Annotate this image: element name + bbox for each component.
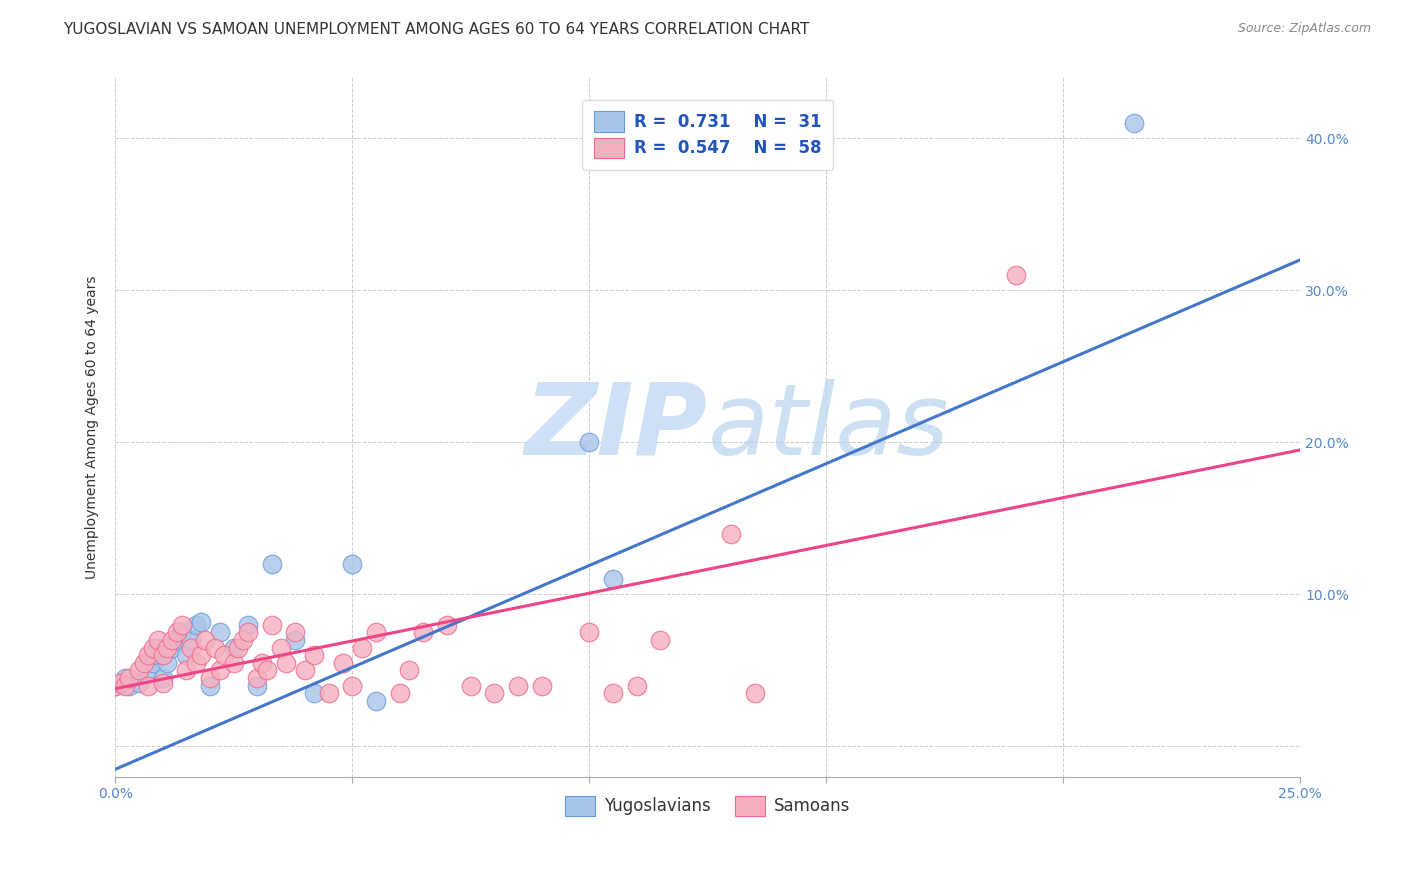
Point bbox=[176, 664, 198, 678]
Point bbox=[650, 633, 672, 648]
Point bbox=[460, 679, 482, 693]
Point bbox=[176, 648, 198, 663]
Point bbox=[232, 633, 254, 648]
Point bbox=[132, 656, 155, 670]
Point bbox=[128, 664, 150, 678]
Point bbox=[108, 675, 131, 690]
Point bbox=[260, 617, 283, 632]
Point bbox=[246, 679, 269, 693]
Point bbox=[152, 648, 174, 663]
Point bbox=[1123, 116, 1146, 130]
Point bbox=[284, 633, 307, 648]
Point bbox=[484, 686, 506, 700]
Point bbox=[222, 656, 245, 670]
Point bbox=[506, 679, 529, 693]
Point bbox=[204, 640, 226, 655]
Point bbox=[236, 625, 259, 640]
Point bbox=[250, 656, 273, 670]
Point bbox=[304, 686, 326, 700]
Point bbox=[160, 640, 183, 655]
Point bbox=[184, 656, 207, 670]
Legend: Yugoslavians, Samoans: Yugoslavians, Samoans bbox=[557, 788, 859, 824]
Point bbox=[332, 656, 354, 670]
Point bbox=[138, 679, 160, 693]
Point bbox=[156, 656, 179, 670]
Point bbox=[602, 572, 624, 586]
Point bbox=[146, 640, 169, 655]
Point bbox=[256, 664, 278, 678]
Point bbox=[128, 675, 150, 690]
Y-axis label: Unemployment Among Ages 60 to 64 years: Unemployment Among Ages 60 to 64 years bbox=[86, 276, 100, 579]
Point bbox=[114, 671, 136, 685]
Point bbox=[142, 640, 165, 655]
Point bbox=[180, 640, 202, 655]
Point bbox=[720, 526, 742, 541]
Point bbox=[530, 679, 553, 693]
Point bbox=[626, 679, 648, 693]
Point bbox=[104, 679, 127, 693]
Point bbox=[152, 671, 174, 685]
Point bbox=[350, 640, 373, 655]
Point bbox=[208, 664, 231, 678]
Point bbox=[260, 557, 283, 571]
Point bbox=[152, 675, 174, 690]
Text: Source: ZipAtlas.com: Source: ZipAtlas.com bbox=[1237, 22, 1371, 36]
Point bbox=[222, 640, 245, 655]
Point bbox=[412, 625, 434, 640]
Point bbox=[138, 664, 160, 678]
Point bbox=[170, 617, 193, 632]
Point bbox=[194, 633, 217, 648]
Point bbox=[152, 648, 174, 663]
Point bbox=[166, 633, 188, 648]
Text: ZIP: ZIP bbox=[524, 378, 707, 475]
Point bbox=[208, 625, 231, 640]
Point bbox=[1004, 268, 1026, 282]
Point bbox=[190, 648, 212, 663]
Point bbox=[602, 686, 624, 700]
Point bbox=[246, 671, 269, 685]
Point bbox=[214, 648, 236, 663]
Point bbox=[118, 671, 141, 685]
Point bbox=[146, 633, 169, 648]
Point bbox=[436, 617, 458, 632]
Point bbox=[104, 679, 127, 693]
Point bbox=[294, 664, 316, 678]
Point bbox=[388, 686, 411, 700]
Point bbox=[398, 664, 420, 678]
Point bbox=[114, 679, 136, 693]
Point bbox=[284, 625, 307, 640]
Point bbox=[228, 640, 250, 655]
Point bbox=[318, 686, 340, 700]
Point bbox=[166, 625, 188, 640]
Point bbox=[160, 633, 183, 648]
Point bbox=[118, 679, 141, 693]
Point bbox=[142, 656, 165, 670]
Point bbox=[156, 640, 179, 655]
Point bbox=[236, 617, 259, 632]
Point bbox=[364, 625, 387, 640]
Point bbox=[180, 633, 202, 648]
Point bbox=[342, 679, 364, 693]
Point bbox=[198, 679, 221, 693]
Point bbox=[578, 625, 600, 640]
Point bbox=[744, 686, 766, 700]
Point bbox=[142, 648, 165, 663]
Point bbox=[270, 640, 292, 655]
Point bbox=[190, 615, 212, 629]
Text: atlas: atlas bbox=[707, 378, 949, 475]
Text: YUGOSLAVIAN VS SAMOAN UNEMPLOYMENT AMONG AGES 60 TO 64 YEARS CORRELATION CHART: YUGOSLAVIAN VS SAMOAN UNEMPLOYMENT AMONG… bbox=[63, 22, 810, 37]
Point bbox=[198, 671, 221, 685]
Point bbox=[138, 648, 160, 663]
Point bbox=[184, 617, 207, 632]
Point bbox=[364, 694, 387, 708]
Point bbox=[274, 656, 297, 670]
Point bbox=[170, 625, 193, 640]
Point bbox=[304, 648, 326, 663]
Point bbox=[342, 557, 364, 571]
Point bbox=[578, 435, 600, 450]
